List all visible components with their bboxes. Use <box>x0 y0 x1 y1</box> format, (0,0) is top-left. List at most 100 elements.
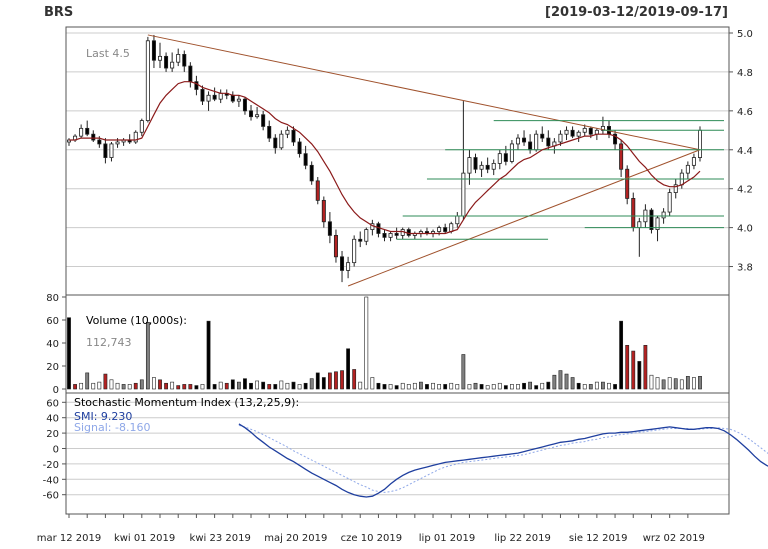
volume-bar <box>510 384 514 390</box>
volume-bar <box>91 382 96 390</box>
price-tick-label: 5.0 <box>737 29 753 40</box>
candle-body <box>698 129 703 158</box>
candle-body <box>85 127 90 135</box>
candle-body <box>194 81 199 90</box>
candle-body <box>249 110 254 118</box>
volume-bar <box>315 372 320 390</box>
volume-bar <box>376 382 381 390</box>
volume-bar <box>279 380 284 390</box>
smi-value-label: SMI: 9.230 <box>74 410 132 423</box>
candle-body <box>200 89 205 102</box>
candle-body <box>91 133 96 141</box>
volume-bar <box>637 361 642 390</box>
volume-bar <box>103 373 108 390</box>
volume-bar <box>255 380 259 390</box>
volume-bar <box>291 381 296 390</box>
volume-bar <box>85 372 90 390</box>
candle-body <box>273 137 278 149</box>
volume-bar <box>297 384 302 390</box>
volume-bar <box>164 382 168 390</box>
candle-body <box>588 127 593 135</box>
x-tick-label: cze 10 2019 <box>341 533 402 544</box>
candle-body <box>321 199 326 223</box>
volume-bar <box>564 373 569 390</box>
candle-body <box>576 131 581 137</box>
volume-bar <box>588 384 593 390</box>
candle-body <box>449 223 454 232</box>
volume-bar <box>406 384 411 390</box>
smi-tick-label: -40 <box>43 475 59 486</box>
candle-body <box>267 126 272 139</box>
volume-bar <box>97 381 102 390</box>
candle-body <box>673 184 678 193</box>
candle-body <box>515 137 520 145</box>
candle-body <box>352 238 357 264</box>
candle-body <box>649 209 654 230</box>
price-tick-label: 4.2 <box>737 185 753 196</box>
volume-bar <box>230 379 235 390</box>
volume-bar <box>285 382 290 390</box>
candle-body <box>564 129 569 135</box>
candle-body <box>546 137 551 147</box>
candle-body <box>582 127 587 133</box>
volume-bar <box>685 376 690 390</box>
x-tick-label: lip 01 2019 <box>419 533 475 544</box>
volume-bar <box>455 384 460 390</box>
candle-body <box>145 40 150 121</box>
volume-bar <box>655 377 660 390</box>
candle-body <box>613 133 618 145</box>
volume-bar <box>692 377 696 390</box>
candle-body <box>473 157 478 170</box>
candle-body <box>667 192 672 213</box>
candle-body <box>522 137 527 143</box>
volume-bar <box>212 384 217 390</box>
smi-tick-label: 20 <box>46 429 59 440</box>
candle-body <box>176 54 181 63</box>
candle-body <box>497 153 502 164</box>
candle-body <box>212 94 217 100</box>
volume-bar <box>673 378 678 390</box>
volume-bar <box>139 379 144 390</box>
volume-bar <box>449 382 454 390</box>
volume-bar <box>158 379 162 390</box>
volume-bar <box>327 372 332 390</box>
smi-panel-label: Stochastic Momentum Index (13,2,25,9): <box>74 396 299 409</box>
candle-body <box>297 141 302 155</box>
candle-body <box>388 233 393 238</box>
volume-bar <box>631 350 636 390</box>
volume-bar <box>473 382 478 390</box>
volume-bar <box>485 385 490 390</box>
volume-bar <box>200 384 205 390</box>
volume-bar <box>176 385 181 390</box>
candle-body <box>491 162 496 170</box>
volume-bar <box>667 377 672 390</box>
volume-bar <box>334 371 338 390</box>
candle-body <box>534 133 539 151</box>
smi-tick-label: 0 <box>53 445 59 456</box>
volume-bar <box>206 320 211 390</box>
trend-line <box>347 149 701 287</box>
volume-bar <box>236 381 241 390</box>
volume-label: Volume (10,000s): <box>86 314 187 327</box>
volume-last-value: 112,743 <box>86 336 132 349</box>
price-tick-label: 4.6 <box>737 107 753 118</box>
volume-bar <box>425 384 429 390</box>
volume-bar <box>528 381 533 390</box>
volume-bar <box>516 384 520 390</box>
volume-bar <box>443 384 448 390</box>
x-tick-label: kwi 01 2019 <box>114 533 175 544</box>
candle-body <box>218 92 223 100</box>
smi-panel <box>65 392 730 515</box>
candle-body <box>139 120 144 133</box>
volume-bar <box>558 370 563 390</box>
volume-bar <box>249 382 253 390</box>
volume-bar <box>273 384 278 390</box>
smi-tick-label: 40 <box>46 414 59 425</box>
volume-bar <box>698 376 702 390</box>
candle-body <box>188 65 193 83</box>
volume-bar <box>145 321 150 390</box>
volume-bar <box>340 370 344 390</box>
volume-bar <box>412 382 417 390</box>
volume-bar <box>364 296 369 390</box>
